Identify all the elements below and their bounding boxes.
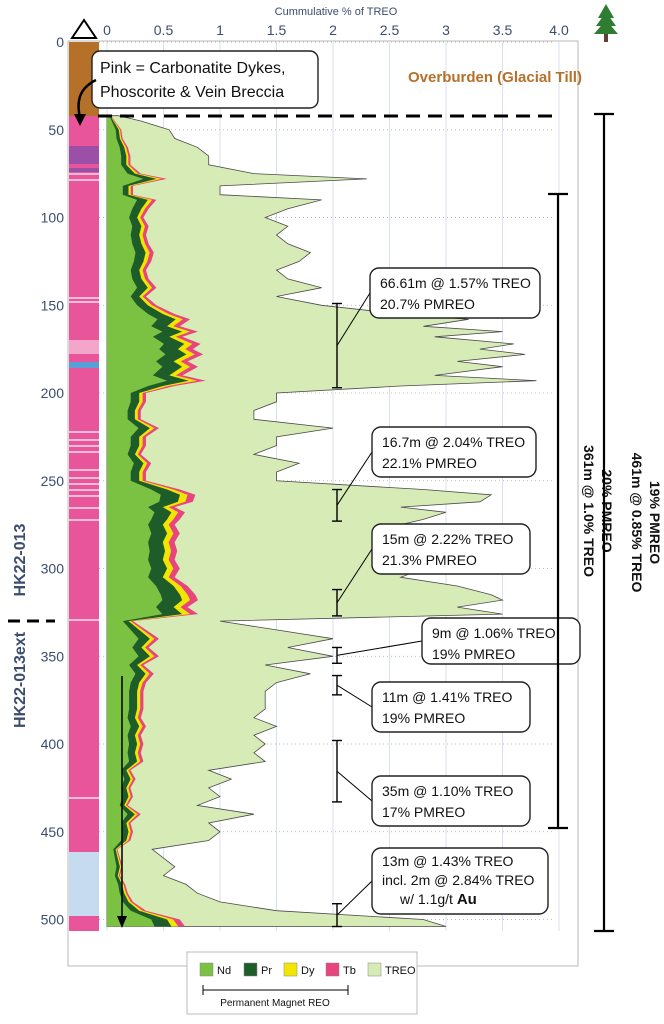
triangle-icon [70,18,98,39]
downhole-arrowhead [117,916,127,928]
y-tick-label: 50 [48,122,64,138]
pink-note-line: Pink = Carbonatite Dykes, [100,60,285,77]
interval-callout [371,523,531,575]
x-tick-label: 1.5 [267,22,287,38]
x-tick-label: 0 [103,22,111,38]
x-tick-label: 1 [216,22,224,38]
interval-annotations: 66.61m @ 1.57% TREO 20.7% PMREO 16.7m @ 2.… [332,267,581,928]
interval-callout-text: 19% PMREO [432,646,515,662]
legend-swatch [283,962,298,977]
interval-callout-text: w/ 1.1g/t Au [399,891,477,908]
interval-callout [371,847,549,915]
interval-leader [336,451,373,506]
interval-leader [336,770,373,802]
blue-band [69,362,99,368]
interval-leader [336,880,373,916]
interval-callout-text: incl. 2m @ 2.84% TREO [382,872,535,888]
y-tick-label: 0 [56,34,64,50]
y-tick-label: 200 [41,385,65,401]
y-tick-label: 400 [41,736,65,752]
x-tick-label: 3.5 [493,22,513,38]
summary-bar-label: 19% PMREO [647,481,663,564]
pink-note-arrow [77,78,97,119]
interval-callout [371,426,537,478]
x-tick-label: 2.5 [380,22,400,38]
interval-callout-text: 35m @ 1.10% TREO [382,783,514,799]
pink-note-box [91,50,319,109]
legend-swatch [243,962,258,977]
summary-bar-label: 361m @ 1.0% TREO [581,445,597,577]
legend-label: TREO [385,965,416,977]
lithology-stripes [69,173,99,799]
interval-leader [336,640,423,656]
legend-label: Dy [301,965,315,977]
x-axis-ticks: 0 0.5 1 1.5 2 2.5 3 3.5 4.0 [103,22,569,38]
legend-label: Nd [217,965,231,977]
y-tick-label: 350 [41,648,65,664]
pink-note-line: Phoscorite & Vein Breccia [100,84,284,101]
interval-callout-text: 17% PMREO [382,804,465,820]
x-tick-label: 0.5 [154,22,174,38]
y-tick-label: 300 [41,561,65,577]
overburden-label: Overburden (Glacial Till) [408,69,582,86]
interval-callout [421,617,581,665]
x-tick-label: 4.0 [549,22,569,38]
interval-leader [336,548,373,603]
legend-swatch [325,962,340,977]
x-tick-label: 2 [329,22,337,38]
legend: Nd Pr Dy Tb TREO [199,962,416,977]
summary-bar-label: 461m @ 0.85% TREO [629,453,645,593]
legend-label: Pr [261,965,272,977]
light-blue-band [69,852,99,916]
interval-callout-text: 15m @ 2.22% TREO [382,531,514,547]
pink-note-arrowhead [74,114,86,126]
summary-bar-label: 20% PMREO [599,469,615,552]
x-tick-label: 3 [442,22,450,38]
interval-callout-text: 9m @ 1.06% TREO [432,625,556,641]
y-tick-label: 100 [41,210,65,226]
legend-box [186,951,418,1015]
carbonatite-band [69,116,99,931]
interval-callout [369,267,541,319]
interval-leader [336,292,371,346]
y-tick-label: 450 [41,824,65,840]
interval-callout-text: 11m @ 1.41% TREO [382,689,513,705]
y-tick-label: 150 [41,297,65,313]
interval-callout-text: 22.1% PMREO [382,455,477,471]
tree-icon [594,4,618,42]
x-axis-label: Cummulative % of TREO [275,6,398,18]
interval-callout-text: 19% PMREO [382,710,465,726]
purple-band [69,168,99,172]
interval-callout-text: 16.7m @ 2.04% TREO [382,434,525,450]
interval-callout-text: 66.61m @ 1.57% TREO [380,275,531,291]
hole-upper-label: HK22-013 [12,523,29,596]
interval-leader [336,684,373,708]
legend-swatch [199,962,214,977]
interval-callout-text: 21.3% PMREO [382,552,477,568]
light-pink-band [69,340,99,354]
purple-band [69,146,99,164]
interval-callout-text: 13m @ 1.43% TREO [382,853,514,869]
interval-callout-text: 20.7% PMREO [380,296,475,312]
y-tick-label: 500 [41,912,65,928]
legend-group-label: Permanent Magnet REO [220,998,330,1009]
y-tick-label: 250 [41,473,65,489]
legend-swatch [367,962,382,977]
interval-callout [371,681,531,733]
legend-label: Tb [343,965,356,977]
y-axis-ticks: 0 50 100 150 200 250 300 350 400 450 500 [41,34,65,928]
hole-lower-label: HK22-013ext [12,631,29,728]
summary-intervals: 361m @ 1.0% TREO 20% PMREO 461m @ 0.85% TR… [548,112,663,933]
lithology-column [69,42,99,931]
interval-callout [371,775,531,827]
